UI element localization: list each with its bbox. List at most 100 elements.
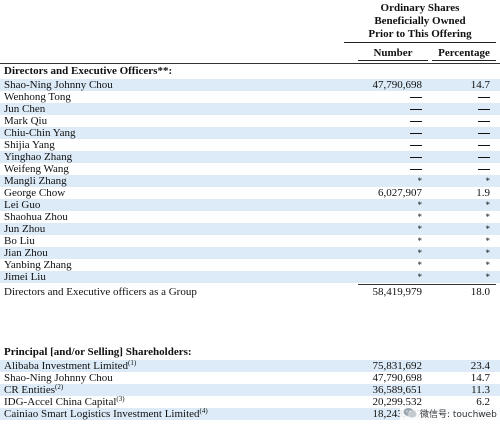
dash-mark [478, 132, 490, 134]
shares-percentage: 23.4 [471, 360, 490, 372]
shares-percentage: * [486, 271, 491, 283]
holder-name-text: IDG-Accel China Capital [4, 396, 117, 408]
shares-percentage: * [486, 259, 491, 271]
title-line: Prior to This Offering [368, 28, 472, 40]
shares-percentage: * [486, 211, 491, 223]
star-mark: * [417, 260, 423, 270]
dash-mark [478, 168, 490, 170]
shares-number [410, 163, 422, 175]
title-underline [344, 42, 496, 43]
cell-value: 6,027,907 [378, 187, 422, 199]
shares-number: 47,790,698 [373, 372, 423, 384]
table-row: Alibaba Investment Limited(1) 75,831,692 2… [0, 360, 500, 372]
cell-value: 18.0 [470, 286, 490, 298]
shares-number: 47,790,698 [373, 79, 423, 91]
shares-number: * [418, 259, 423, 271]
cell-value: 58,419,979 [372, 286, 423, 298]
holder-name-text: Jun Zhou [4, 223, 46, 235]
holder-name: Mangli Zhang [4, 175, 67, 187]
holder-name: Jimei Liu [4, 271, 46, 283]
holder-name: Alibaba Investment Limited(1) [4, 360, 136, 373]
table-row: Yanbing Zhang * * [0, 259, 500, 271]
star-mark: * [417, 248, 423, 258]
shares-percentage [478, 115, 490, 127]
shares-percentage: * [486, 235, 491, 247]
holder-name-text: Shao-Ning Johnny Chou [4, 79, 113, 91]
holder-name: Directors and Executive officers as a Gr… [4, 286, 197, 298]
section-title-directors: Directors and Executive Officers**: [4, 65, 173, 77]
star-mark: * [417, 200, 423, 210]
directors-list: Shao-Ning Johnny Chou 47,790,698 14.7 Wenho… [0, 79, 500, 298]
shares-number: * [418, 223, 423, 235]
shares-number: 6,027,907 [378, 187, 422, 199]
shares-number: 75,831,692 [373, 360, 423, 372]
dash-mark [410, 168, 422, 170]
shares-percentage: 11.3 [471, 384, 490, 396]
holder-name: Wenhong Tong [4, 91, 71, 103]
dash-mark [410, 108, 422, 110]
holder-name-text: Jian Zhou [4, 247, 48, 259]
table-row: Wenhong Tong [0, 91, 500, 103]
holder-name-text: Shaohua Zhou [4, 211, 68, 223]
table-row: Jun Chen [0, 103, 500, 115]
section-title-principal: Principal [and/or Selling] Shareholders: [4, 346, 192, 358]
table-row: Shaohua Zhou * * [0, 211, 500, 223]
shares-number [410, 127, 422, 139]
shares-number: * [418, 235, 423, 247]
table-row: George Chow 6,027,907 1.9 [0, 187, 500, 199]
holder-name: Cainiao Smart Logistics Investment Limit… [4, 408, 208, 421]
table-row: Weifeng Wang [0, 163, 500, 175]
watermark-text: 微信号: touchweb [420, 409, 497, 420]
footnote-ref: (3) [116, 395, 125, 403]
cell-value: 75,831,692 [372, 360, 423, 372]
star-mark: * [417, 236, 423, 246]
holder-name-text: Weifeng Wang [4, 163, 69, 175]
star-mark: * [485, 248, 491, 258]
dash-mark [410, 132, 422, 134]
shares-number [410, 91, 422, 103]
shares-number: * [418, 175, 423, 187]
table-row: Jian Zhou * * [0, 247, 500, 259]
holder-name-text: CR Entities [4, 384, 56, 396]
cell-value: 11.3 [471, 384, 490, 396]
holder-name: Shao-Ning Johnny Chou [4, 372, 113, 384]
holder-name-text: Directors and Executive officers as a Gr… [4, 286, 197, 298]
table-row: Yinghao Zhang [0, 151, 500, 163]
holder-name-text: Jimei Liu [4, 271, 46, 283]
holder-name: Jian Zhou [4, 247, 48, 259]
shares-percentage [478, 163, 490, 175]
holder-name-text: Wenhong Tong [4, 91, 71, 103]
table-row: Lei Guo * * [0, 199, 500, 211]
holder-name-text: Shao-Ning Johnny Chou [4, 372, 113, 384]
shares-percentage: 1.9 [476, 187, 490, 199]
table-row: Jimei Liu * * [0, 271, 500, 283]
column-group-title: Ordinary Shares Beneficially Owned Prior… [344, 2, 496, 43]
star-mark: * [417, 224, 423, 234]
holder-name-text: Bo Liu [4, 235, 35, 247]
star-mark: * [417, 272, 423, 282]
shares-number [410, 139, 422, 151]
holder-name: George Chow [4, 187, 65, 199]
holder-name: Jun Zhou [4, 223, 45, 235]
cell-value: 14.7 [470, 79, 490, 91]
column-header-number: Number [358, 47, 428, 61]
holder-name-text: Alibaba Investment Limited [4, 360, 129, 372]
shares-number: 36,589,651 [373, 384, 423, 396]
star-mark: * [485, 272, 491, 282]
holder-name: Shijia Yang [4, 139, 55, 151]
shares-number [410, 151, 422, 163]
holder-name: Mark Qiu [4, 115, 47, 127]
dash-mark [410, 120, 422, 122]
table-row: Shao-Ning Johnny Chou 47,790,698 14.7 [0, 372, 500, 384]
cell-value: 1.9 [476, 187, 490, 199]
holder-name: Lei Guo [4, 199, 40, 211]
shares-percentage: 14.7 [471, 372, 490, 384]
table-row: CR Entities(2) 36,589,651 11.3 [0, 384, 500, 396]
total-rule [358, 284, 496, 285]
table-row: Chiu-Chin Yang [0, 127, 500, 139]
table-row: Shijia Yang [0, 139, 500, 151]
shares-percentage: * [486, 247, 491, 259]
shares-percentage: * [486, 175, 491, 187]
star-mark: * [485, 212, 491, 222]
holder-name: CR Entities(2) [4, 384, 63, 397]
